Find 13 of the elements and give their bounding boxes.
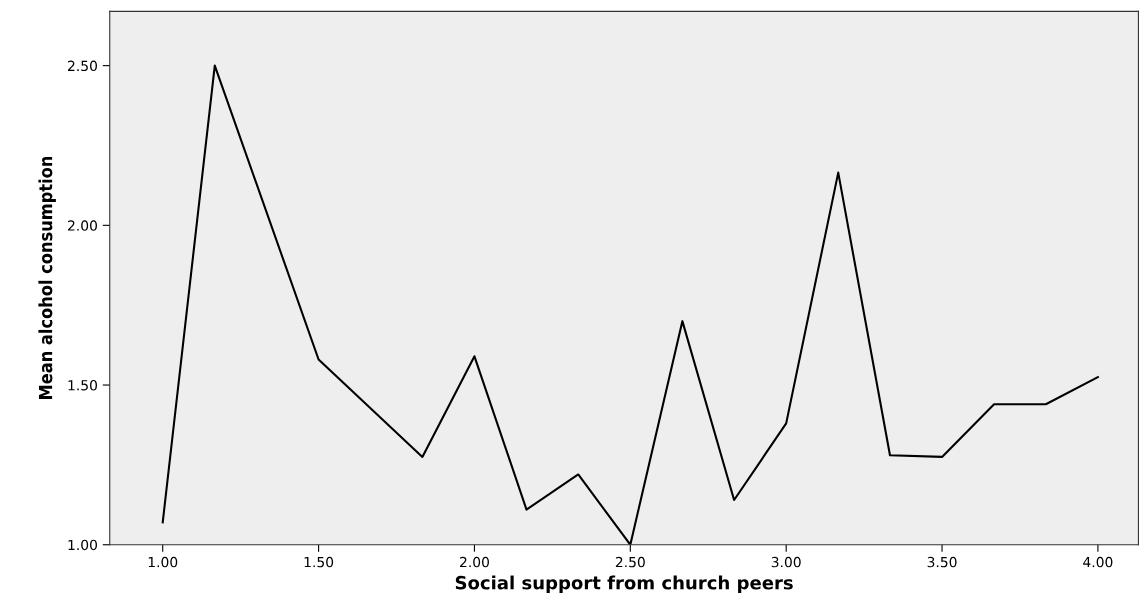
y-tick-label: 2.00 — [68, 220, 97, 231]
x-tick-label: 4.00 — [1083, 556, 1113, 568]
x-tick-label: 3.00 — [771, 556, 801, 568]
y-axis-title: Mean alcohol consumption — [38, 156, 56, 399]
x-tick-label: 2.50 — [615, 556, 645, 568]
x-tick-label: 1.50 — [304, 556, 334, 568]
x-tick-label: 3.50 — [927, 556, 957, 568]
x-axis-title: Social support from church peers — [455, 575, 793, 594]
x-tick-label: 2.00 — [460, 556, 489, 568]
y-tick-label: 2.50 — [68, 60, 97, 72]
y-tick-label: 1.50 — [68, 380, 97, 391]
y-tick-label: 1.00 — [68, 539, 97, 551]
x-tick-label: 1.00 — [148, 556, 178, 568]
